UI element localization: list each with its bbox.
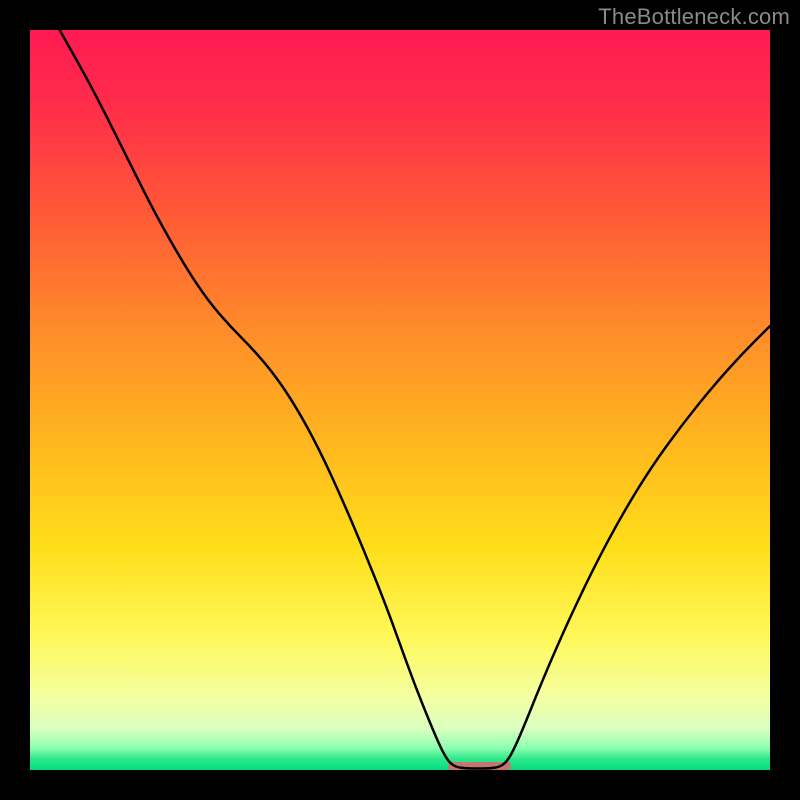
watermark-label: TheBottleneck.com [598, 4, 790, 30]
gradient-background [30, 30, 770, 770]
plot-area [30, 30, 770, 770]
chart-svg [30, 30, 770, 770]
chart-container: TheBottleneck.com [0, 0, 800, 800]
